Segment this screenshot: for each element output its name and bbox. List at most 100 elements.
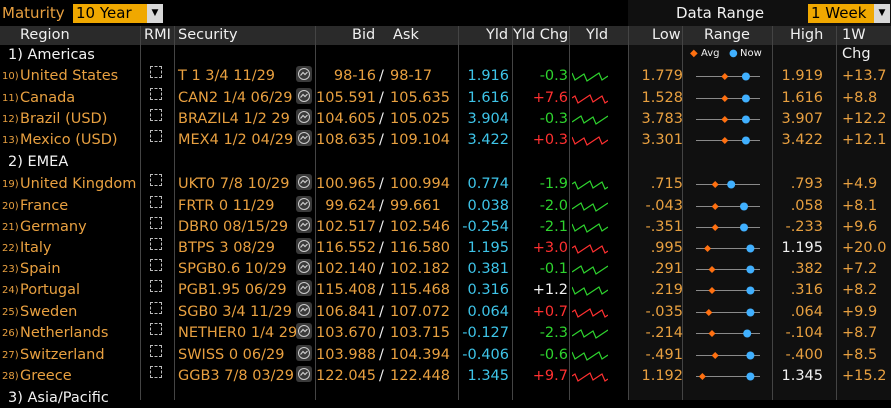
table-row[interactable]: 24) Portugal PGB1.95 06/29 115.408 / 115… (0, 280, 891, 301)
yield-sparkline (572, 351, 608, 361)
security-name[interactable]: SGB0 3/4 11/29 (178, 304, 292, 320)
table-row[interactable]: 28) Greece GGB3 7/8 03/29 122.045 / 122.… (0, 366, 891, 387)
security-name[interactable]: GGB3 7/8 03/29 (178, 368, 294, 384)
region-name[interactable]: United States (20, 68, 119, 84)
region-name[interactable]: United Kingdom (20, 176, 137, 192)
table-row[interactable]: 12) Brazil (USD) BRAZIL4 1/2 29 104.605 … (0, 109, 891, 130)
bid-ask-separator: / (379, 90, 384, 106)
table-row[interactable]: 27) Switzerland SWISS 0 06/29 103.988 / … (0, 345, 891, 366)
maturity-dropdown[interactable]: 10 Year ▼ (73, 4, 163, 23)
region-name[interactable]: Sweden (20, 304, 78, 320)
checkbox-icon[interactable] (150, 109, 162, 121)
checkbox-icon[interactable] (150, 323, 162, 335)
security-name[interactable]: FRTR 0 11/29 (178, 198, 275, 214)
table-row[interactable]: 19) United Kingdom UKT0 7/8 10/29 100.96… (0, 174, 891, 195)
region-name[interactable]: Spain (20, 261, 61, 277)
security-name[interactable]: UKT0 7/8 10/29 (178, 176, 290, 192)
checkbox-icon[interactable] (150, 66, 162, 78)
region-name[interactable]: Netherlands (20, 325, 109, 341)
sparkline-path (572, 94, 608, 104)
yield-sparkline (572, 136, 608, 146)
section-header-asia-pacific[interactable]: 3) Asia/Pacific (0, 389, 891, 408)
security-name[interactable]: DBR0 08/15/29 (178, 219, 289, 235)
checkbox-icon[interactable] (150, 280, 162, 292)
security-name[interactable]: T 1 3/4 11/29 (178, 68, 276, 84)
header-low[interactable]: Low (652, 27, 681, 43)
region-name[interactable]: Switzerland (20, 347, 105, 363)
region-name[interactable]: Germany (20, 219, 87, 235)
header-range[interactable]: Range (704, 27, 750, 43)
chart-icon[interactable] (296, 66, 312, 82)
divider (458, 26, 459, 400)
region-name[interactable]: France (20, 198, 69, 214)
table-row[interactable]: 13) Mexico (USD) MEX4 1/2 04/29 108.635 … (0, 130, 891, 151)
header-security[interactable]: Security (178, 27, 238, 43)
chart-icon[interactable] (296, 259, 312, 275)
table-row[interactable]: 21) Germany DBR0 08/15/29 102.517 / 102.… (0, 217, 891, 238)
range-low: 1.528 (641, 90, 683, 106)
header-region[interactable]: Region (20, 27, 70, 43)
checkbox-icon[interactable] (150, 196, 162, 208)
checkbox-icon[interactable] (150, 130, 162, 142)
table-row[interactable]: 25) Sweden SGB0 3/4 11/29 106.841 / 107.… (0, 302, 891, 323)
checkbox-icon[interactable] (150, 238, 162, 250)
chart-icon[interactable] (296, 238, 312, 254)
chart-icon[interactable] (296, 174, 312, 190)
section-header-emea[interactable]: 2) EMEA (0, 153, 891, 172)
table-row[interactable]: 11) Canada CAN2 1/4 06/29 105.591 / 105.… (0, 88, 891, 109)
table-row[interactable]: 26) Netherlands NETHER0 1/4 29 103.670 /… (0, 323, 891, 344)
header-bid[interactable]: Bid (352, 27, 376, 43)
chevron-down-icon[interactable]: ▼ (147, 4, 163, 23)
header-ask[interactable]: Ask (393, 27, 419, 43)
header-high[interactable]: High (790, 27, 824, 43)
security-name[interactable]: PGB1.95 06/29 (178, 282, 287, 298)
data-range-dropdown[interactable]: 1 Week ▼ (808, 4, 890, 23)
chart-icon[interactable] (296, 302, 312, 318)
checkbox-icon[interactable] (150, 302, 162, 314)
security-name[interactable]: NETHER0 1/4 29 (178, 325, 298, 341)
checkbox-icon[interactable] (150, 88, 162, 100)
table-row[interactable]: 23) Spain SPGB0.6 10/29 102.140 / 102.18… (0, 259, 891, 280)
region-name[interactable]: Canada (20, 90, 76, 106)
region-name[interactable]: Portugal (20, 282, 81, 298)
security-name[interactable]: CAN2 1/4 06/29 (178, 90, 293, 106)
checkbox-icon[interactable] (150, 259, 162, 271)
table-row[interactable]: 20) France FRTR 0 11/29 99.624 / 99.661 … (0, 196, 891, 217)
security-name[interactable]: SWISS 0 06/29 (178, 347, 285, 363)
checkbox-icon[interactable] (150, 174, 162, 186)
region-name[interactable]: Brazil (USD) (20, 111, 108, 127)
chart-icon[interactable] (296, 345, 312, 361)
chart-icon[interactable] (296, 130, 312, 146)
chart-icon[interactable] (296, 196, 312, 212)
checkbox-icon[interactable] (150, 217, 162, 229)
chevron-down-icon[interactable]: ▼ (874, 4, 890, 23)
checkbox-icon[interactable] (150, 345, 162, 357)
header-yld-chart[interactable]: Yld (586, 27, 609, 43)
header-yld-chg[interactable]: Yld Chg (513, 27, 569, 43)
chart-icon[interactable] (296, 323, 312, 339)
header-rmi[interactable]: RMI (144, 27, 171, 43)
chart-icon[interactable] (296, 217, 312, 233)
header-yld[interactable]: Yld (486, 27, 509, 43)
chart-icon[interactable] (296, 366, 312, 382)
region-name[interactable]: Italy (20, 240, 52, 256)
security-name[interactable]: BTPS 3 08/29 (178, 240, 275, 256)
range-high: 3.907 (781, 111, 823, 127)
region-name[interactable]: Greece (20, 368, 72, 384)
range-bar (696, 202, 760, 211)
row-number: 20) (2, 201, 19, 212)
section-header-americas[interactable]: 1) Americas (0, 46, 891, 65)
security-name[interactable]: SPGB0.6 10/29 (178, 261, 287, 277)
header-1w-chg[interactable]: 1W Chg (842, 27, 871, 62)
bid-ask-separator: / (379, 176, 384, 192)
chart-icon[interactable] (296, 88, 312, 104)
region-name[interactable]: Mexico (USD) (20, 132, 118, 148)
table-row[interactable]: 10) United States T 1 3/4 11/29 98-16 / … (0, 66, 891, 87)
table-row[interactable]: 22) Italy BTPS 3 08/29 116.552 / 116.580… (0, 238, 891, 259)
security-name[interactable]: MEX4 1/2 04/29 (178, 132, 294, 148)
chart-icon[interactable] (296, 280, 312, 296)
checkbox-icon[interactable] (150, 366, 162, 378)
security-name[interactable]: BRAZIL4 1/2 29 (178, 111, 290, 127)
row-number: 26) (2, 328, 19, 339)
chart-icon[interactable] (296, 109, 312, 125)
